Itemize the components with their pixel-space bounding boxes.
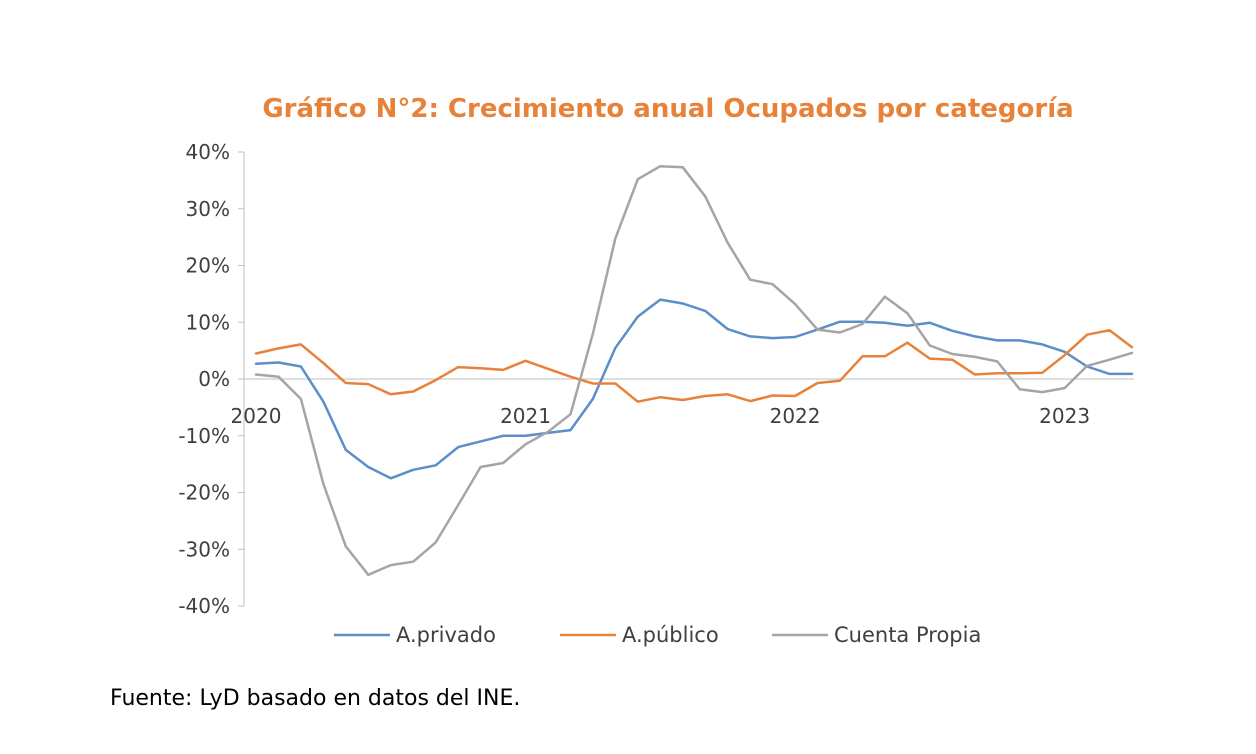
legend-label: Cuenta Propia <box>834 623 981 647</box>
y-tick-label: 10% <box>186 310 230 334</box>
y-tick-label: -20% <box>178 481 230 505</box>
y-tick-label: -30% <box>178 537 230 561</box>
y-tick-label: 30% <box>186 197 230 221</box>
y-tick-label: 40% <box>186 140 230 164</box>
legend: A.privado A.público Cuenta Propia <box>334 623 981 647</box>
y-tick-label: -10% <box>178 424 230 448</box>
chart-title: Gráfico N°2: Crecimiento anual Ocupados … <box>262 94 1073 124</box>
y-tick-label: 0% <box>198 367 230 391</box>
y-tick-label: -40% <box>178 594 230 618</box>
x-tick-label: 2021 <box>500 404 551 428</box>
x-tick-label: 2022 <box>770 404 821 428</box>
legend-label: A.público <box>622 623 719 647</box>
source-note: Fuente: LyD basado en datos del INE. <box>110 686 521 711</box>
series-line-a-privado <box>254 298 1134 480</box>
series-line-cuenta-propia <box>254 164 1134 577</box>
x-tick-label: 2020 <box>231 404 282 428</box>
series-lines <box>254 164 1134 577</box>
series-line-a-p-blico <box>254 328 1134 403</box>
x-tick-label: 2023 <box>1039 404 1090 428</box>
x-axis: 2020 2021 2022 2023 <box>231 378 1134 428</box>
legend-label: A.privado <box>396 623 496 647</box>
y-axis: 40% 30% 20% 10% 0% -10% -20% -30% -40% <box>178 140 245 618</box>
y-tick-label: 20% <box>186 254 230 278</box>
